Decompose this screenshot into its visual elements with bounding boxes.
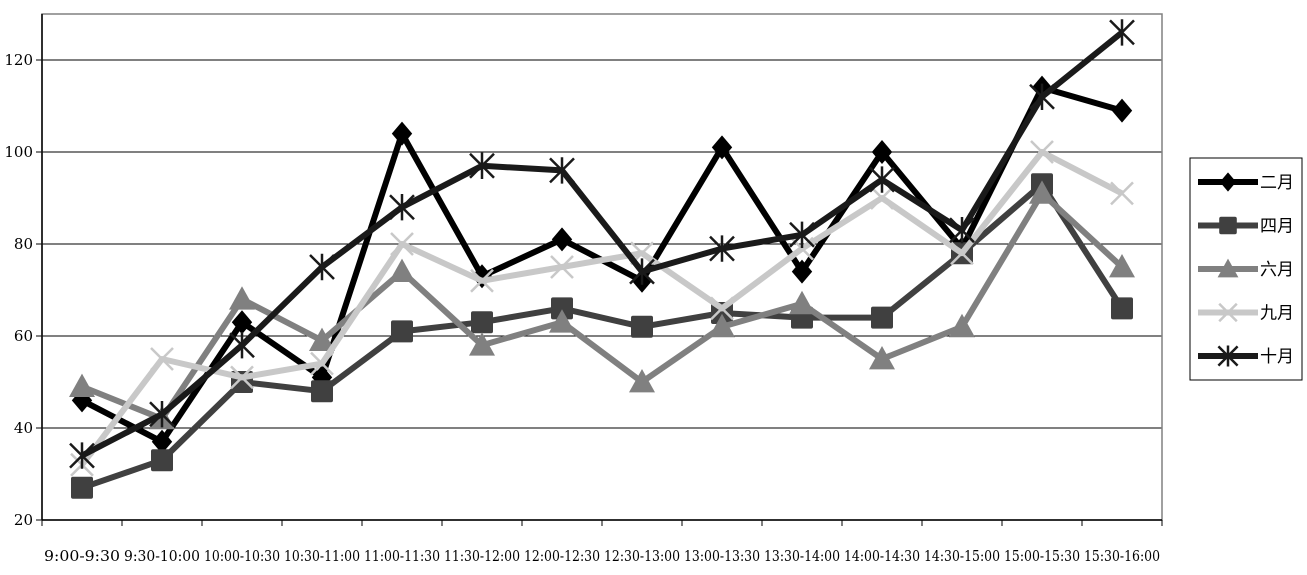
data-point-square [471, 311, 493, 334]
data-point-star [1109, 19, 1135, 46]
y-tick-label: 40 [14, 419, 33, 437]
data-point-square [871, 306, 893, 329]
data-point-diamond [791, 259, 813, 284]
x-tick-label: 15:00-15:30 [1004, 547, 1080, 565]
data-point-square [631, 315, 653, 338]
plot-border [41, 13, 1163, 521]
x-tick-label: 11:00-11:30 [364, 547, 440, 565]
x-tick-label: 12:30-13:00 [604, 547, 680, 565]
data-point-star [1217, 345, 1239, 367]
legend-label: 六月 [1260, 260, 1294, 280]
data-point-star [69, 442, 95, 469]
y-tick-label: 80 [14, 235, 33, 253]
data-point-triangle [1109, 254, 1135, 278]
data-point-diamond [231, 310, 253, 335]
data-point-diamond [391, 121, 413, 146]
data-point-square [1111, 297, 1133, 320]
data-point-square [311, 380, 333, 403]
data-point-triangle [1217, 258, 1239, 278]
data-point-square [391, 320, 413, 343]
data-point-triangle [629, 369, 655, 393]
data-point-square [151, 449, 173, 472]
data-point-star [309, 253, 335, 281]
x-tick-label: 14:30-15:00 [924, 547, 1000, 565]
data-point-x [150, 347, 174, 371]
x-tick-label: 10:30-11:00 [284, 547, 360, 565]
data-point-triangle [69, 373, 95, 397]
series-line [81, 181, 1125, 491]
data-point-x [1030, 140, 1054, 164]
data-point-x [390, 232, 414, 256]
data-point-diamond [1219, 172, 1237, 192]
data-point-star [1029, 83, 1055, 110]
legend-label: 九月 [1260, 304, 1294, 324]
data-point-star [949, 217, 975, 244]
data-point-x [470, 268, 494, 293]
data-point-triangle [229, 286, 255, 310]
data-point-x [710, 296, 734, 321]
data-point-triangle [789, 290, 815, 315]
data-point-diamond [871, 140, 893, 164]
data-point-triangle [389, 258, 415, 282]
data-point-x [870, 186, 894, 210]
data-point-square [71, 476, 93, 499]
x-tick-label: 9:00-9:30 [44, 547, 120, 565]
data-point-star [869, 166, 895, 193]
data-point-x [1218, 302, 1238, 323]
x-tick-label: 9:30-10:00 [124, 547, 200, 565]
data-point-diamond [551, 227, 573, 252]
data-point-x [310, 351, 334, 376]
data-point-triangle [469, 332, 495, 356]
x-tick-label: 11:30-12:00 [444, 547, 520, 565]
data-point-triangle [309, 327, 335, 351]
x-tick-label: 12:00-12:30 [524, 547, 600, 565]
data-point-star [229, 332, 255, 359]
data-point-star [469, 152, 495, 179]
data-point-diamond [151, 429, 173, 454]
y-tick-label: 100 [4, 143, 33, 161]
data-point-triangle [949, 313, 975, 338]
data-point-triangle [869, 346, 895, 370]
data-point-star [549, 157, 575, 184]
x-tick-label: 13:30-14:00 [764, 547, 840, 565]
data-point-diamond [711, 135, 733, 160]
x-tick-label: 14:00-14:30 [844, 547, 920, 565]
data-point-x [1110, 181, 1134, 206]
data-point-star [149, 401, 175, 428]
legend-label: 十月 [1260, 347, 1294, 367]
data-point-star [709, 235, 735, 262]
x-tick-label: 10:00-10:30 [204, 547, 280, 565]
y-tick-label: 120 [4, 51, 33, 69]
data-point-square [551, 297, 573, 320]
data-point-star [789, 221, 815, 248]
y-tick-label: 60 [14, 327, 33, 345]
data-point-square [1219, 216, 1237, 235]
plot-area: 20 40 60 80 100 120 9:00-9:30 9:30-10:00 10:00-1… [4, 13, 1163, 565]
y-tick-label: 20 [14, 511, 33, 529]
data-point-star [629, 258, 655, 285]
x-tick-label: 15:30-16:00 [1084, 547, 1160, 565]
data-point-triangle [549, 309, 575, 333]
legend-label: 二月 [1260, 173, 1294, 193]
series-line [80, 190, 1125, 422]
data-point-x [550, 255, 574, 279]
x-tick-label: 13:00-13:30 [684, 547, 760, 565]
data-point-triangle [1029, 180, 1055, 204]
data-point-x [950, 241, 974, 266]
data-point-x [230, 365, 254, 390]
series-line [80, 30, 1124, 459]
data-point-triangle [709, 313, 735, 338]
data-point-star [389, 194, 415, 221]
legend-label: 四月 [1260, 217, 1294, 237]
data-point-diamond [1111, 98, 1133, 123]
series-line [79, 149, 1124, 467]
